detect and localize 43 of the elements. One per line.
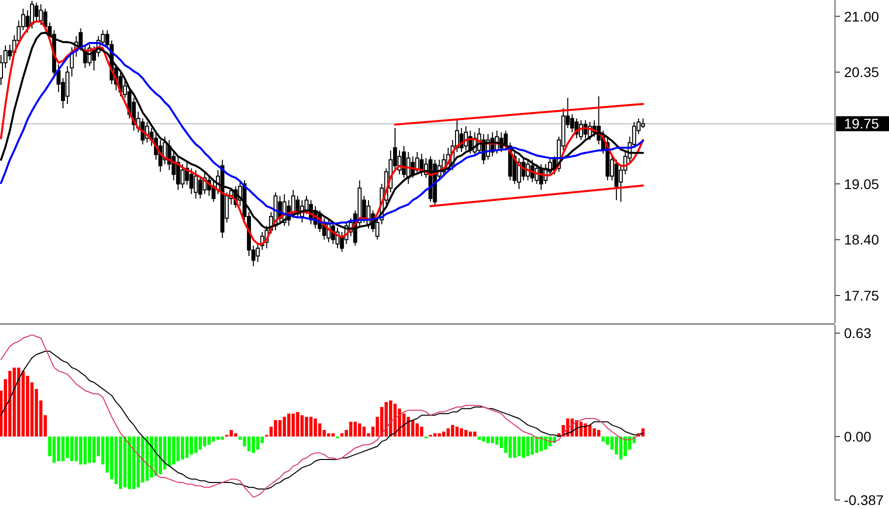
bar bbox=[455, 426, 459, 437]
bar bbox=[433, 433, 437, 437]
bar bbox=[212, 436, 216, 442]
bar bbox=[207, 436, 211, 445]
bar bbox=[118, 436, 122, 490]
bar bbox=[185, 436, 189, 458]
bar bbox=[123, 436, 127, 488]
y-tick-label: 20.35 bbox=[844, 64, 880, 80]
y-tick-label: 17.75 bbox=[844, 288, 880, 304]
y-tick-label: 18.40 bbox=[844, 232, 880, 248]
bar bbox=[220, 436, 224, 440]
bar bbox=[478, 436, 481, 440]
bar bbox=[304, 416, 308, 437]
bar bbox=[309, 416, 313, 437]
bar bbox=[522, 436, 526, 458]
bar bbox=[331, 433, 335, 437]
bar bbox=[92, 436, 96, 463]
bar bbox=[490, 436, 494, 444]
bar bbox=[362, 426, 366, 437]
bar bbox=[278, 420, 282, 437]
candlestick bbox=[65, 66, 70, 104]
bar bbox=[56, 436, 60, 462]
bar bbox=[66, 436, 70, 458]
y-tick-label: -0.387 bbox=[844, 492, 884, 508]
bar bbox=[340, 433, 344, 437]
candlestick bbox=[194, 170, 198, 199]
bar bbox=[602, 436, 605, 442]
bar bbox=[300, 415, 304, 437]
bar bbox=[61, 436, 65, 462]
y-tick-label: 0.63 bbox=[844, 325, 872, 342]
bar bbox=[460, 428, 464, 437]
bar bbox=[517, 436, 521, 456]
y-tick-label: 19.05 bbox=[844, 176, 880, 192]
y-tick-label: 21.00 bbox=[844, 8, 880, 24]
bar bbox=[247, 436, 251, 452]
bar bbox=[180, 436, 184, 460]
candlestick bbox=[70, 46, 74, 77]
bar bbox=[216, 436, 220, 440]
y-tick-label: 0.00 bbox=[844, 428, 872, 445]
bar bbox=[274, 420, 278, 437]
bar bbox=[486, 436, 490, 444]
ref-line-label: 19.75 bbox=[844, 116, 880, 132]
bar bbox=[88, 436, 92, 463]
